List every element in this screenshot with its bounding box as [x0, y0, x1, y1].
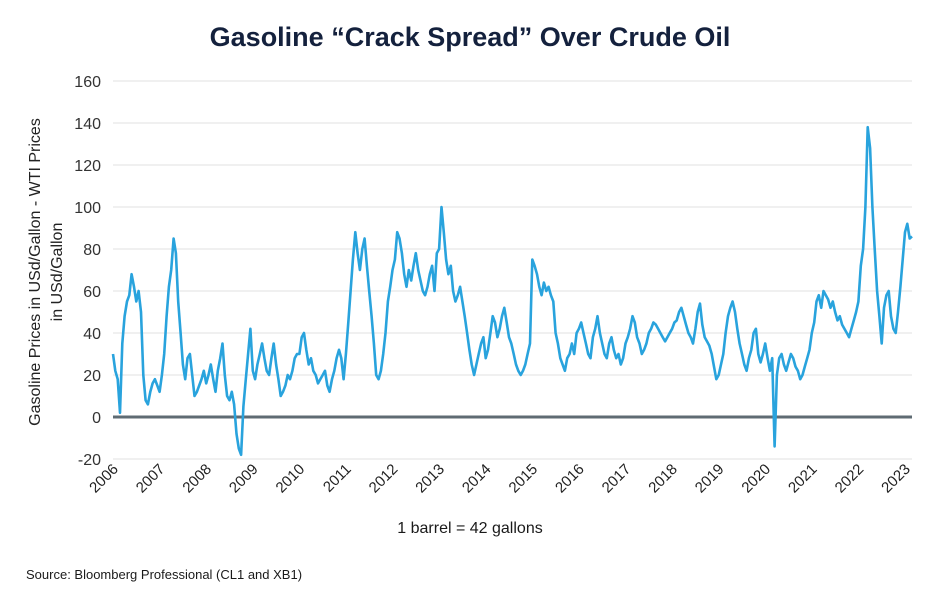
y-tick-label: 160 — [74, 74, 101, 91]
x-tick-label: 2023 — [878, 461, 914, 497]
x-tick-label: 2016 — [552, 461, 588, 497]
x-tick-label: 2018 — [645, 461, 681, 497]
y-tick-label: 100 — [74, 200, 101, 217]
x-tick-label: 2017 — [599, 461, 635, 497]
y-axis-ticks: -20 0 20 40 60 80 100 120 140 160 — [74, 74, 101, 469]
x-tick-label: 2020 — [738, 461, 774, 497]
y-tick-label: 80 — [83, 242, 101, 259]
x-tick-label: 2007 — [133, 461, 169, 497]
x-tick-label: 2011 — [320, 461, 355, 496]
x-axis-ticks: 2006 2007 2008 2009 2010 2011 2012 2013 2014 2015… — [86, 461, 914, 497]
x-tick-label: 2019 — [692, 461, 728, 497]
x-tick-label: 2009 — [226, 461, 262, 497]
y-axis-label-line2: in USd/Gallon — [49, 223, 66, 322]
y-tick-label: 0 — [92, 410, 101, 427]
x-tick-label: 2022 — [832, 461, 868, 497]
series-line-crack-spread — [111, 125, 913, 457]
y-tick-label: 20 — [83, 368, 101, 385]
y-tick-label: 120 — [74, 158, 101, 175]
x-tick-label: 2015 — [506, 461, 542, 497]
y-tick-label: -20 — [78, 452, 101, 469]
y-axis-label-line1: Gasoline Prices in USd/Gallon - WTI Pric… — [27, 118, 44, 426]
chart-title: Gasoline “Crack Spread” Over Crude Oil — [209, 22, 731, 52]
x-tick-label: 2012 — [366, 461, 402, 497]
y-tick-label: 60 — [83, 284, 101, 301]
y-tick-label: 140 — [74, 116, 101, 133]
x-tick-label: 2021 — [785, 461, 821, 497]
y-tick-label: 40 — [83, 326, 101, 343]
source-credit: Source: Bloomberg Professional (CL1 and … — [26, 567, 303, 582]
x-axis-note: 1 barrel = 42 gallons — [397, 520, 543, 537]
x-tick-label: 2013 — [412, 461, 448, 497]
x-tick-label: 2014 — [459, 461, 495, 497]
x-tick-label: 2010 — [273, 461, 309, 497]
x-tick-label: 2008 — [179, 461, 215, 497]
